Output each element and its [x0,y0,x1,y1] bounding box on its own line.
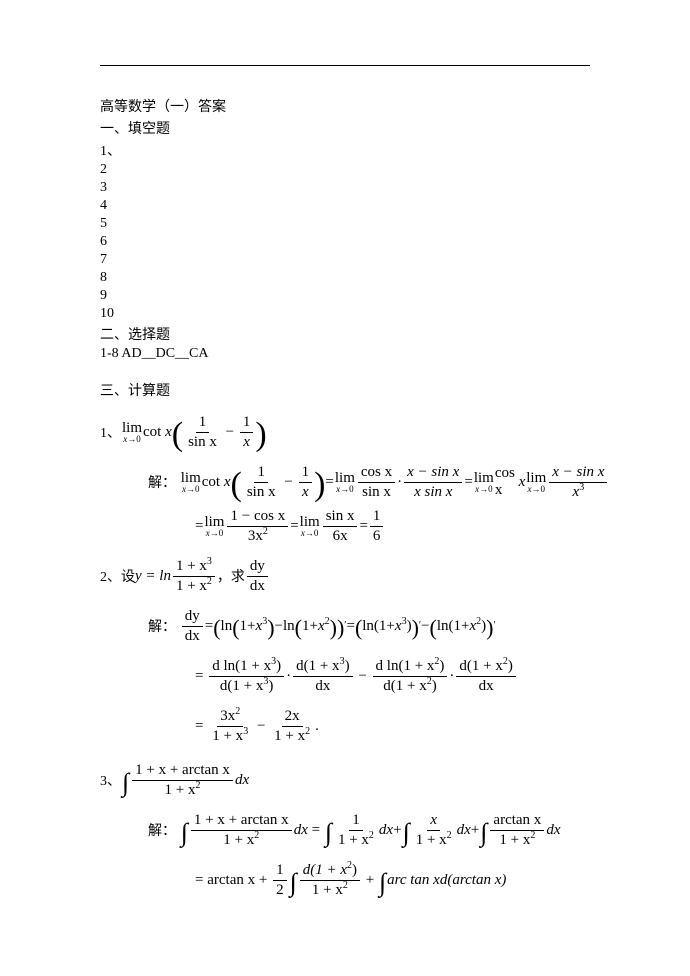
fill-8: 8 [100,270,590,286]
fill-4: 4 [100,198,590,214]
fill-10: 10 [100,306,590,322]
fill-2: 2 [100,162,590,178]
lim-symbol: limx→0 [122,421,142,444]
section-2-heading: 二、选择题 [100,324,590,344]
mc-answers: 1-8 AD__DC__CA [100,346,590,362]
lparen-icon: ( [231,476,242,493]
fill-5: 5 [100,216,590,232]
p3-solution-line1: 解： ∫ 1 + x + arctan x1 + x2 dx = ∫ 11 + … [148,812,590,848]
lparen-icon: ( [213,622,220,633]
integral-icon: ∫ [379,876,386,889]
x1: x [165,424,172,441]
section-3-heading: 三、计算题 [100,380,590,400]
p3-solution-line2: = arctan x + 12 ∫ d(1 + x2)1 + x2 + ∫ ar… [195,862,590,898]
fill-6: 6 [100,234,590,250]
integral-icon: ∫ [325,826,332,839]
p2-solution-line2: = d ln(1 + x3)d(1 + x3) · d(1 + x3)dx − … [195,658,590,694]
rparen-icon: ) [255,426,266,443]
page-title: 高等数学（一）答案 [100,96,590,116]
problem-3: 3、 ∫ 1 + x + arctan x1 + x2 dx [100,762,590,798]
integral-icon: ∫ [122,776,129,789]
integral-icon: ∫ [480,826,487,839]
minus: − [222,424,238,441]
top-rule [100,65,590,66]
p1-solution-line2: = limx→0 1 − cos x3x2 = limx→0 sin x6x =… [195,508,590,544]
fill-1: 1、 [100,140,590,160]
p3-label: 3、 [100,770,121,790]
frac-1-sinx: 1sin x [185,414,220,450]
integral-icon: ∫ [290,876,297,889]
fill-7: 7 [100,252,590,268]
fill-3: 3 [100,180,590,196]
p1-solution-line1: 解： limx→0 cot x ( 1sin x − 1x ) = limx→0… [148,464,590,500]
frac-1-x: 1x [240,414,254,450]
rparen-icon: ) [337,622,344,633]
section-1-heading: 一、填空题 [100,118,590,138]
integral-icon: ∫ [403,826,410,839]
p2-solution-line1: 解： dydx = ( ln(1+x3) − ln(1+x2) )′ = (ln… [148,608,590,644]
lparen-icon: ( [172,426,183,443]
document-page: 高等数学（一）答案 一、填空题 1、 2 3 4 5 6 7 8 9 10 二、… [0,0,690,976]
p1-label: 1、 [100,422,121,442]
problem-1: 1、 limx→0 cot x ( 1sin x − 1x ) [100,414,590,450]
p2-label: 2、 [100,566,121,586]
fill-9: 9 [100,288,590,304]
rparen-icon: ) [314,476,325,493]
jie-label: 解： [148,472,176,492]
lim-symbol: limx→0 [181,471,201,494]
cot: cot [143,424,161,441]
p2-solution-line3: = 3x21 + x3 − 2x1 + x2 . [195,708,590,744]
integral-icon: ∫ [181,826,188,839]
problem-2: 2、 设 y = ln 1 + x3 1 + x2 ，求 dydx [100,558,590,594]
